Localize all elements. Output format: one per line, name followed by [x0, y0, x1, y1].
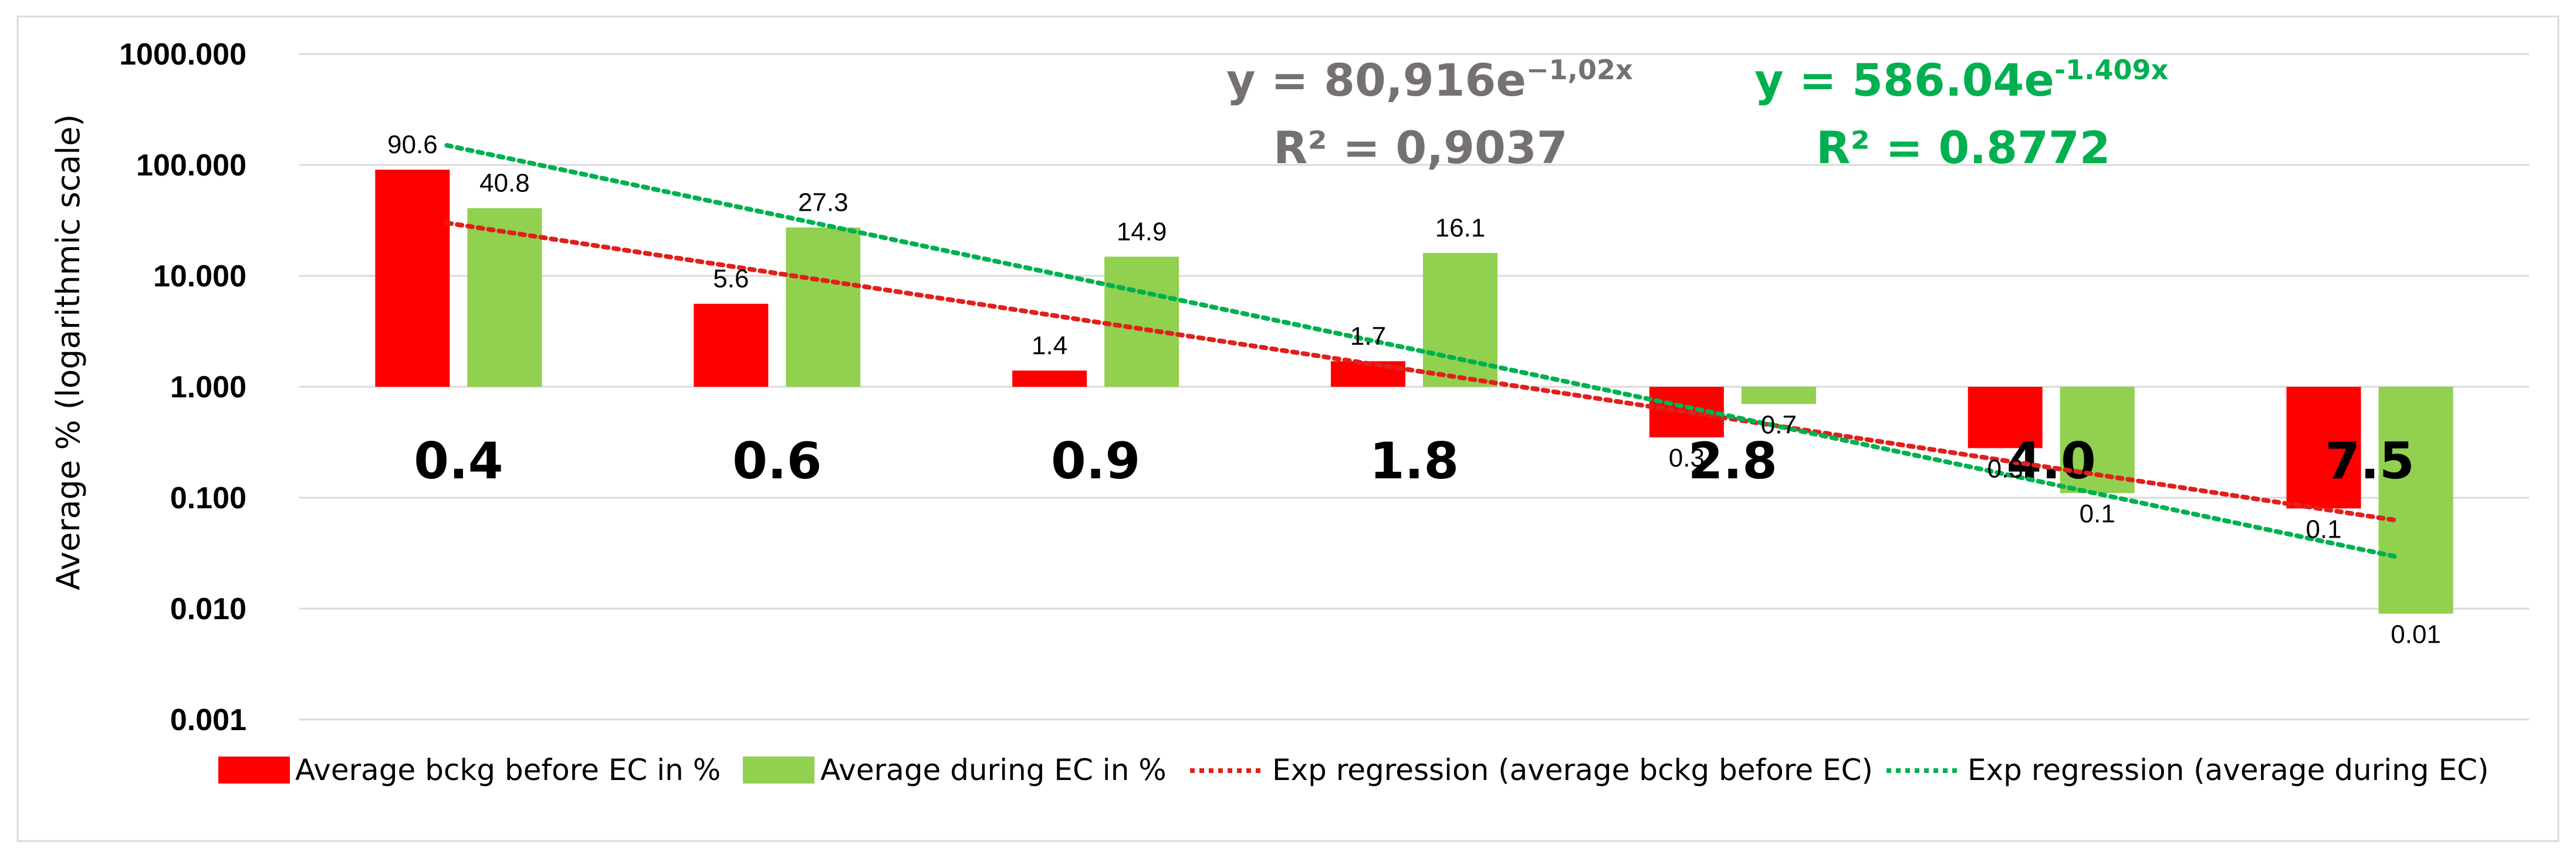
y-axis-label: Average % (logarithmic scale)	[50, 114, 87, 590]
data-label-bckg: 1.7	[1350, 322, 1386, 350]
data-label-bckg: 1.4	[1032, 331, 1067, 360]
data-label-during: 40.8	[479, 169, 530, 198]
bar-during	[1423, 252, 1497, 387]
legend-label-bckg-trend: Exp regression (average bckg before EC)	[1272, 753, 1873, 787]
trendline-bckg	[444, 220, 2402, 524]
data-label-bckg: 90.6	[387, 130, 438, 159]
bar-bckg	[375, 170, 450, 387]
data-label-during: 14.9	[1117, 217, 1167, 246]
legend-swatch-bckg	[218, 757, 290, 784]
y-tick-label: 0.001	[170, 703, 246, 737]
data-label-bckg: 5.6	[713, 265, 749, 293]
category-label: 2.8	[1688, 432, 1777, 491]
equation-during-exponent: -1.409x	[2054, 54, 2168, 86]
y-tick-label: 100.000	[136, 148, 246, 183]
bar-bckg	[1012, 370, 1087, 387]
data-label-bckg: 0.3	[1987, 454, 2023, 483]
bar-bckg	[1968, 387, 2043, 448]
data-labels: 90.640.85.627.31.414.91.716.10.30.70.30.…	[387, 130, 2441, 649]
data-label-bckg: 0.3	[1669, 444, 1705, 472]
trendline-during	[444, 143, 2402, 560]
legend: Average bckg before EC in % Average duri…	[218, 753, 2489, 787]
bar-bckg	[2286, 387, 2361, 509]
trendlines	[444, 143, 2402, 560]
bar-bckg	[694, 303, 769, 387]
data-label-during: 27.3	[798, 188, 848, 217]
category-label: 0.4	[414, 432, 503, 491]
equation-during-lead: y = 586.04e	[1754, 54, 2054, 106]
r2-during: R² = 0.8772	[1816, 121, 2111, 174]
gridlines	[299, 53, 2529, 721]
equation-bckg: y = 80,916e−1,02x	[1226, 54, 1633, 106]
bar-during	[1741, 387, 1816, 404]
legend-label-during: Average during EC in %	[820, 753, 1167, 787]
r2-bckg: R² = 0,9037	[1273, 121, 1568, 174]
y-tick-label: 1000.000	[119, 38, 246, 72]
legend-swatch-during	[743, 757, 814, 784]
equation-bckg-exponent: −1,02x	[1526, 54, 1633, 86]
category-label: 0.9	[1051, 432, 1140, 491]
data-label-during: 0.1	[2080, 499, 2115, 528]
y-tick-label: 10.000	[153, 259, 246, 293]
data-label-during: 16.1	[1435, 214, 1486, 242]
equation-during: y = 586.04e-1.409x	[1754, 54, 2168, 106]
y-tick-label: 0.100	[170, 481, 246, 515]
data-label-bckg: 0.1	[2305, 515, 2341, 543]
category-labels: 0.4 0.6 0.9 1.8 2.8 4.0 7.5	[414, 432, 2415, 491]
bar-during	[1104, 256, 1179, 387]
chart-frame	[16, 15, 2560, 842]
y-axis-ticks: 1000.000 100.000 10.000 1.000 0.100 0.010 0.00…	[119, 38, 246, 737]
y-tick-label: 1.000	[170, 370, 246, 404]
equation-bckg-lead: y = 80,916e	[1226, 54, 1526, 106]
category-label: 1.8	[1370, 432, 1459, 491]
category-label: 4.0	[2007, 432, 2096, 491]
bar-during	[467, 208, 542, 387]
data-label-during: 0.7	[1761, 410, 1797, 439]
bar-during	[2378, 387, 2453, 614]
category-label: 0.6	[732, 432, 822, 491]
legend-label-bckg: Average bckg before EC in %	[295, 753, 721, 787]
bar-during	[786, 227, 861, 387]
legend-label-during-trend: Exp regression (average during EC)	[1968, 753, 2489, 787]
y-tick-label: 0.010	[170, 592, 246, 626]
category-label: 7.5	[2325, 432, 2414, 491]
data-label-during: 0.01	[2391, 620, 2441, 649]
